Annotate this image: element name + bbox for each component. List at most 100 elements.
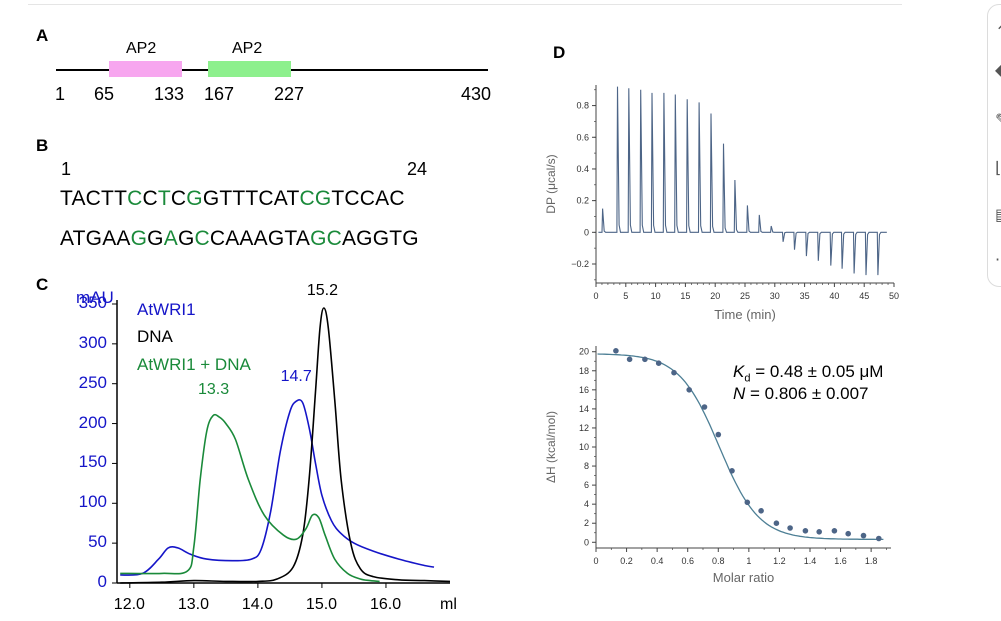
data-point xyxy=(845,530,851,537)
dna-sequence-top-strand: TACTTCCTCGGTTTCATCGTCCAC xyxy=(60,187,405,211)
dna-sequence-bottom-strand: ATGAAGGAGCCAAAGTAGCAGGTG xyxy=(60,227,419,251)
dp-trace xyxy=(598,86,887,276)
y-tick-label: 4 xyxy=(584,499,589,509)
data-point xyxy=(860,532,867,539)
x-tick-label: 1 xyxy=(746,556,751,566)
x-tick-label: 35 xyxy=(800,291,810,301)
y-tick-label: 200 xyxy=(78,412,107,432)
y-axis-unit: mAU xyxy=(76,288,114,307)
complex-trace xyxy=(120,413,380,583)
data-point xyxy=(758,508,764,514)
dna-trace xyxy=(120,307,451,584)
x-tick-label: 30 xyxy=(770,291,780,301)
sequence-segment: TACTT xyxy=(60,187,128,210)
x-tick-label: 15.0 xyxy=(305,596,338,613)
data-point xyxy=(671,369,677,376)
peak-label: 15.2 xyxy=(306,281,338,299)
x-tick-label: 0.8 xyxy=(712,556,725,566)
side-icon-2[interactable]: ◆ xyxy=(995,60,1001,79)
y-axis-label: ΔH (kcal/mol) xyxy=(544,411,558,483)
n-annotation: N = 0.806 ± 0.007 xyxy=(733,384,869,404)
x-tick-label: 0 xyxy=(593,291,598,301)
sequence-end-number: 24 xyxy=(407,159,428,179)
data-point xyxy=(787,525,793,531)
y-tick-label: 18 xyxy=(579,366,589,376)
data-point xyxy=(686,387,692,393)
position-label: 227 xyxy=(274,84,305,104)
data-point xyxy=(701,404,708,410)
x-tick-label: 0.4 xyxy=(651,556,664,566)
data-point xyxy=(715,431,722,438)
highlighted-base: G xyxy=(186,187,203,210)
data-point xyxy=(642,356,648,363)
sequence-segment: C xyxy=(142,187,158,210)
y-tick-label: 300 xyxy=(78,332,107,352)
y-tick-label: 0.2 xyxy=(576,196,589,206)
y-tick-label: 50 xyxy=(88,532,107,552)
data-point xyxy=(729,468,735,474)
side-icon-6[interactable]: · xyxy=(995,250,1001,269)
position-label: 167 xyxy=(204,84,235,104)
y-tick-label: 350 xyxy=(78,292,107,312)
kd-value: = 0.48 ± 0.05 μM xyxy=(750,362,884,381)
sequence-segment: TCCAC xyxy=(331,187,405,210)
x-tick-label: 12.0 xyxy=(113,596,145,613)
x-tick-label: 10 xyxy=(651,291,661,301)
side-icon-4[interactable]: ⌊ xyxy=(995,158,1001,177)
x-tick-label: 0 xyxy=(593,556,598,566)
side-icon-5[interactable]: ▤ xyxy=(995,205,1001,224)
x-tick-label: 5 xyxy=(623,291,628,301)
x-tick-label: 40 xyxy=(829,291,839,301)
x-tick-label: 1.8 xyxy=(865,556,878,566)
position-label: 430 xyxy=(461,84,492,104)
side-icon-1[interactable]: ⌃ xyxy=(995,22,1001,41)
y-tick-label: 2 xyxy=(584,518,589,528)
ap2-domain-2 xyxy=(208,61,291,77)
y-tick-label: 0 xyxy=(584,227,589,237)
y-tick-label: 6 xyxy=(584,480,589,490)
sequence-segment: GTTTCAT xyxy=(202,187,300,210)
sequence-segment: C xyxy=(170,187,187,210)
side-icon-3[interactable]: ✎ xyxy=(995,110,1001,129)
y-tick-label: 0.4 xyxy=(576,164,589,174)
sequence-segment: G xyxy=(147,227,164,250)
x-tick-label: 1.6 xyxy=(834,556,847,566)
highlighted-base: G xyxy=(130,227,148,250)
legend-dna: DNA xyxy=(137,327,173,346)
peak-label: 14.7 xyxy=(280,367,312,385)
ap2-domain-2-label: AP2 xyxy=(232,40,263,57)
sequence-segment: ATGAA xyxy=(60,227,131,250)
x-tick-label: 0.6 xyxy=(681,556,694,566)
panel-b-label: B xyxy=(36,136,49,155)
data-point xyxy=(773,520,780,526)
x-tick-label: 15 xyxy=(680,291,690,301)
y-tick-label: 100 xyxy=(78,492,107,512)
y-tick-label: −0.2 xyxy=(571,259,589,269)
top-divider xyxy=(28,4,902,5)
data-point xyxy=(655,360,662,367)
data-point xyxy=(802,528,809,534)
kd-annotation: Kd = 0.48 ± 0.05 μM xyxy=(733,362,883,384)
data-point xyxy=(744,499,751,506)
y-tick-label: 0.8 xyxy=(576,101,589,111)
y-tick-label: 0 xyxy=(97,572,107,591)
position-label: 65 xyxy=(94,84,115,104)
sequence-segment: G xyxy=(177,227,195,250)
kd-symbol: K xyxy=(733,362,745,381)
legend-complex: AtWRI1 + DNA xyxy=(137,355,251,374)
y-tick-label: 150 xyxy=(78,452,107,472)
atwri1-trace xyxy=(120,399,435,576)
x-tick-label: 1.4 xyxy=(804,556,817,566)
ap2-domain-1 xyxy=(109,61,182,77)
x-tick-label: 0.2 xyxy=(620,556,633,566)
y-tick-label: 0.6 xyxy=(576,132,589,142)
y-axis-label: DP (μcal/s) xyxy=(544,154,558,213)
y-tick-label: 16 xyxy=(579,385,589,395)
n-symbol: N xyxy=(733,384,746,403)
panel-c-label: C xyxy=(36,275,49,294)
x-axis-label: Time (min) xyxy=(714,307,776,322)
legend-atwri1: AtWRI1 xyxy=(137,300,196,319)
y-tick-label: 0 xyxy=(584,537,589,547)
